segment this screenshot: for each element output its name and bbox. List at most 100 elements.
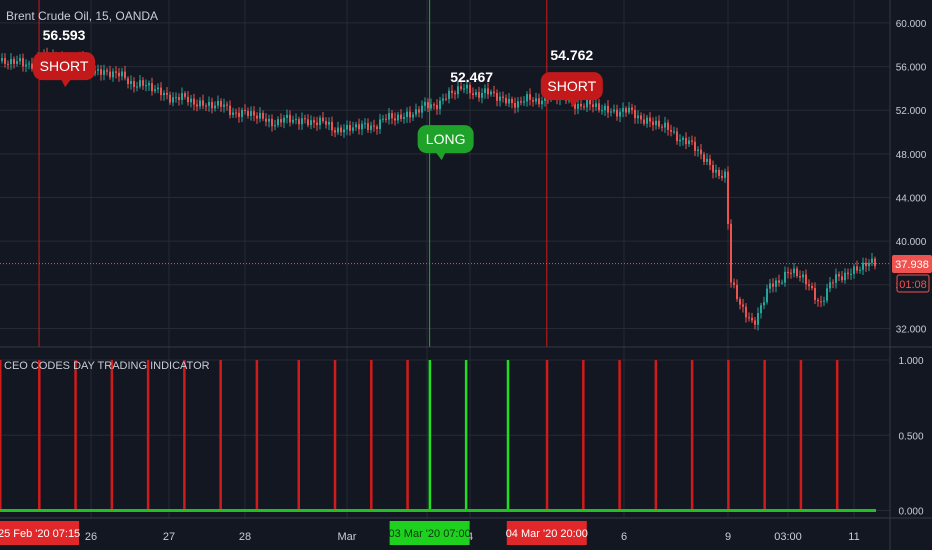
candle-body: [667, 122, 669, 130]
candle-body: [238, 112, 240, 117]
indicator-axis-tick-label: 0.000: [898, 506, 923, 517]
signal-price-label: 52.467: [450, 69, 493, 85]
indicator-spike: [618, 360, 621, 511]
price-pane[interactable]: SHORT 56.593 LONG 52.467 SHORT 54.762: [0, 0, 890, 347]
candle-body: [757, 313, 759, 325]
candle-body: [868, 262, 870, 267]
candle-body: [226, 104, 228, 106]
candle-body: [220, 100, 222, 107]
candle-body: [415, 109, 417, 115]
candle-body: [823, 300, 825, 302]
long-signal-marker[interactable]: LONG 52.467: [417, 69, 494, 161]
candle-body: [496, 92, 498, 101]
candle-body: [400, 114, 402, 119]
signal-type-label: SHORT: [40, 58, 89, 74]
indicator-axis[interactable]: 1.000 0.500 0.000: [898, 356, 923, 517]
candle-body: [286, 114, 288, 118]
signal-markers[interactable]: SHORT 56.593 LONG 52.467 SHORT 54.762: [33, 27, 603, 161]
candle-body: [847, 272, 849, 275]
candle-body: [316, 122, 318, 126]
candle-body: [250, 111, 252, 116]
short-signal-marker[interactable]: SHORT 56.593: [33, 27, 96, 88]
candle-body: [754, 320, 756, 325]
candle-body: [865, 262, 867, 267]
candle-body: [763, 302, 765, 306]
candle-body: [532, 99, 534, 102]
candle-body: [766, 288, 768, 303]
signal-time-label: 04 Mar '20 20:00: [506, 528, 588, 540]
candle-body: [430, 104, 432, 109]
indicator-pane[interactable]: [0, 360, 876, 512]
candle-body: [808, 284, 810, 287]
candle-body: [817, 300, 819, 302]
candle-body: [7, 63, 9, 65]
candle-body: [739, 299, 741, 305]
candle-body: [241, 109, 243, 117]
indicator-spike: [799, 360, 803, 511]
candle-body: [508, 98, 510, 104]
candle-body: [331, 121, 333, 131]
indicator-spike: [110, 360, 114, 511]
candle-body: [646, 117, 648, 124]
candle-body: [718, 169, 720, 176]
signal-time-badge-bg: [0, 521, 80, 545]
candle-body: [436, 104, 438, 110]
candle-body: [829, 282, 831, 289]
candle-body: [247, 111, 249, 116]
candle-body: [607, 105, 609, 113]
candle-body: [13, 58, 15, 64]
candle-body: [310, 120, 312, 126]
candle-body: [616, 109, 618, 117]
candle-body: [157, 87, 159, 90]
candle-body: [505, 97, 507, 104]
candle-body: [271, 118, 273, 127]
candle-body: [151, 83, 153, 92]
time-axis-tick-label: Mar: [338, 531, 357, 543]
candle-body: [514, 103, 516, 108]
candle-body: [850, 273, 852, 275]
candle-body: [610, 111, 612, 113]
candle-body: [832, 282, 834, 284]
time-axis-tick-label: 28: [239, 531, 251, 543]
candle-body: [670, 129, 672, 132]
candle-body: [697, 149, 699, 151]
candle-body: [535, 98, 537, 102]
candle-body: [604, 105, 606, 111]
candle-body: [358, 124, 360, 130]
candle-body: [355, 124, 357, 128]
signal-bubble-tail: [568, 99, 579, 108]
candle-body: [349, 124, 351, 131]
candle-body: [16, 61, 18, 64]
candle-body: [94, 70, 96, 74]
candle-body: [127, 78, 129, 85]
candle-body: [298, 119, 300, 125]
candle-body: [541, 100, 543, 105]
candle-body: [622, 108, 624, 112]
candle-body: [352, 127, 354, 131]
indicator-axis-tick-label: 1.000: [898, 356, 923, 367]
candle-body: [469, 84, 471, 94]
candlestick-series[interactable]: [1, 47, 876, 331]
candle-body: [490, 91, 492, 95]
candle-body: [97, 69, 99, 71]
candle-body: [259, 112, 261, 119]
candle-body: [382, 118, 384, 120]
candle-body: [688, 140, 690, 145]
short-signal-marker[interactable]: SHORT 54.762: [540, 47, 603, 108]
price-axis-tick-label: 44.000: [896, 194, 927, 205]
candle-body: [577, 104, 579, 109]
indicator-spike: [545, 360, 549, 511]
candle-body: [367, 123, 369, 130]
candle-body: [193, 98, 195, 105]
bar-countdown: 01:08: [899, 279, 927, 291]
candle-body: [31, 63, 33, 69]
candle-body: [25, 64, 27, 67]
candle-body: [841, 276, 843, 281]
candle-body: [232, 112, 234, 116]
candle-body: [643, 119, 645, 124]
candle-body: [190, 98, 192, 103]
candle-body: [640, 115, 642, 120]
candle-body: [160, 87, 162, 96]
